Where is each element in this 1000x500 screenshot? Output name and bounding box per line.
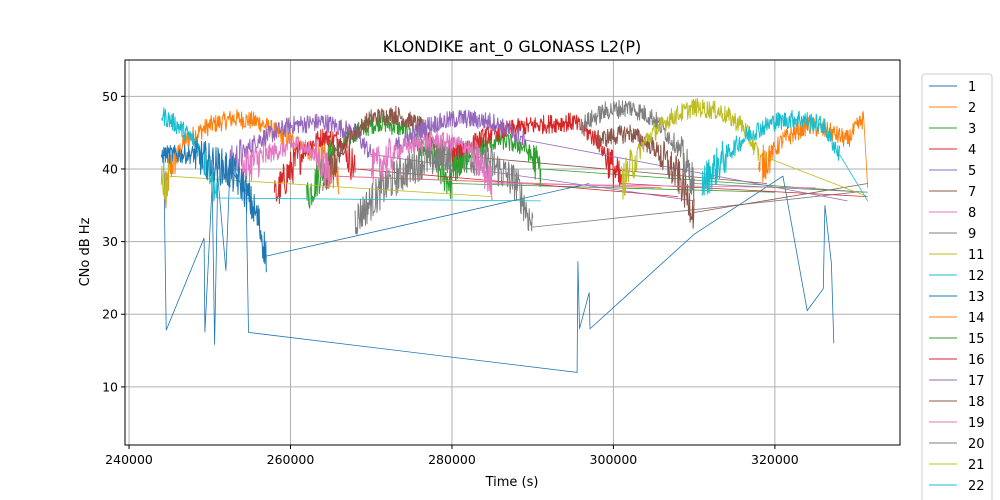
series-connector-13 (266, 183, 590, 257)
series-layer (160, 97, 869, 373)
legend-label-12: 12 (968, 269, 985, 284)
series-connector-3 (451, 183, 775, 193)
x-tick-label: 300000 (590, 452, 638, 467)
legend-label-13: 13 (968, 290, 985, 305)
series-connector-18 (694, 183, 868, 213)
x-tick-label: 260000 (267, 452, 315, 467)
y-tick-label: 50 (102, 89, 118, 104)
y-tick-label: 20 (102, 307, 118, 322)
x-tick-label: 320000 (751, 452, 799, 467)
series-line-5 (225, 113, 372, 184)
legend-box (921, 73, 993, 500)
series-line-17 (394, 109, 526, 154)
series-line-13 (160, 136, 267, 273)
legend-label-18: 18 (968, 395, 985, 410)
legend-label-5: 5 (968, 164, 976, 179)
legend-label-15: 15 (968, 332, 985, 347)
legend-label-2: 2 (968, 101, 976, 116)
legend-label-8: 8 (968, 206, 976, 221)
series-line-11 (160, 160, 170, 200)
series-connector-14 (863, 118, 869, 188)
y-tick-label: 30 (102, 234, 118, 249)
x-tick-label: 280000 (428, 452, 476, 467)
plot-frame (124, 59, 901, 446)
series-line-4 (273, 128, 356, 204)
legend-label-7: 7 (968, 185, 976, 200)
legend-label-22: 22 (968, 479, 985, 494)
legend-label-20: 20 (968, 437, 985, 452)
legend-label-16: 16 (968, 353, 985, 368)
x-axis: 240000 260000 280000 300000 320000 (105, 445, 799, 467)
legend-label-9: 9 (968, 227, 976, 242)
series-connector-20 (694, 183, 868, 193)
legend-label-19: 19 (968, 416, 985, 431)
legend-label-21: 21 (968, 458, 985, 473)
y-tick-label: 40 (102, 161, 118, 176)
series-connector-21 (758, 154, 868, 197)
series-connector-22 (839, 154, 869, 202)
legend-label-11: 11 (968, 248, 985, 263)
series-line-1 (163, 161, 835, 373)
chart-title: KLONDIKE ant_0 GLONASS L2(P) (383, 37, 641, 57)
y-axis-label: CNo dB Hz (78, 217, 93, 286)
legend-label-3: 3 (968, 122, 976, 137)
x-tick-label: 240000 (105, 452, 153, 467)
series-connector-11 (169, 175, 493, 197)
series-line-16 (451, 112, 622, 188)
series-connector-8 (330, 175, 654, 189)
y-axis: 10 20 30 40 50 (102, 89, 125, 394)
x-axis-label: Time (s) (485, 475, 539, 490)
series-line-20 (580, 99, 695, 201)
legend-label-14: 14 (968, 311, 985, 326)
legend-label-4: 4 (968, 143, 976, 158)
series-line-19 (370, 131, 493, 201)
series-line-15 (451, 130, 542, 187)
series-line-9 (354, 136, 534, 235)
series-connector-12 (217, 197, 541, 202)
legend-label-17: 17 (968, 374, 985, 389)
series-line-22 (701, 109, 840, 196)
legend-label-1: 1 (968, 80, 976, 95)
series-line-8 (241, 136, 332, 188)
series-line-21 (621, 97, 760, 200)
y-tick-label: 10 (102, 379, 118, 394)
